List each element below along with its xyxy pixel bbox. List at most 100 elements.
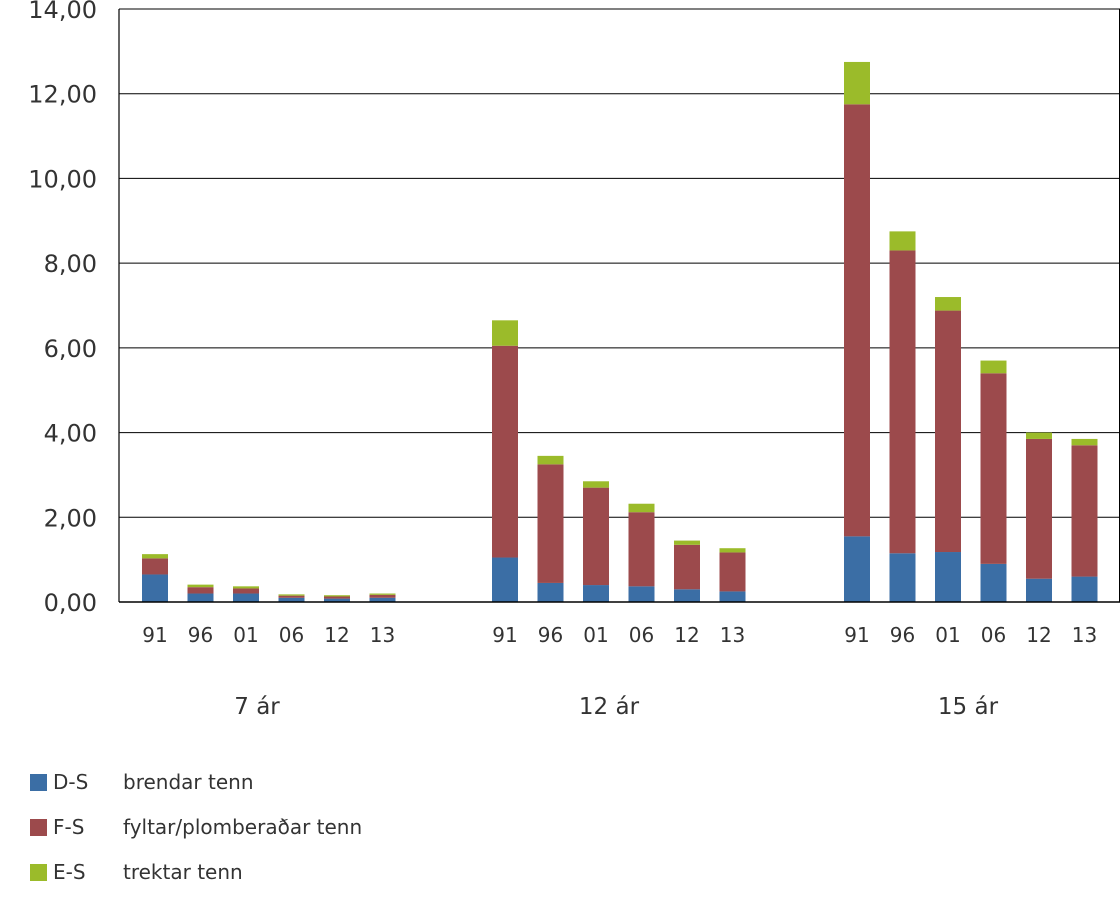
bar-segment-f-s xyxy=(233,588,259,594)
bar-segment-e-s xyxy=(674,540,700,545)
y-tick-label: 6,00 xyxy=(44,335,97,363)
legend-item: E-S trektar tenn xyxy=(30,860,730,884)
bar-segment-e-s xyxy=(628,503,655,513)
bar-segment-f-s xyxy=(369,594,396,598)
bar-segment-d-s xyxy=(278,597,305,602)
bar-segment-f-s xyxy=(889,250,916,554)
bar-segment-f-s xyxy=(324,596,350,599)
x-tick-label: 96 xyxy=(188,623,213,647)
bar-segment-f-s xyxy=(187,587,214,594)
bar-segment-d-s xyxy=(889,553,916,602)
x-tick-label: 06 xyxy=(279,623,304,647)
bar-segment-e-s xyxy=(844,61,870,105)
bar-segment-e-s xyxy=(369,593,396,595)
bars xyxy=(142,61,1098,602)
bar-segment-d-s xyxy=(537,582,564,602)
x-tick-label: 13 xyxy=(370,623,395,647)
bar-segment-d-s xyxy=(1026,578,1052,602)
gridlines xyxy=(119,8,1120,518)
bar-segment-d-s xyxy=(142,574,168,602)
y-tick-label: 2,00 xyxy=(44,504,97,532)
bar-segment-e-s xyxy=(278,594,305,596)
bar-segment-f-s xyxy=(980,373,1007,564)
y-tick-label: 0,00 xyxy=(44,589,97,617)
x-tick-label: 12 xyxy=(324,623,349,647)
bar-segment-d-s xyxy=(1071,576,1098,602)
axis-labels: 0,00 2,00 4,00 6,00 8,00 10,00 12,00 14,00 91 96 0… xyxy=(28,0,1097,720)
x-tick-label: 13 xyxy=(720,623,745,647)
legend-item: F-S fyltar/plomberaðar tenn xyxy=(30,815,730,839)
bar-segment-d-s xyxy=(844,536,870,602)
bar-segment-e-s xyxy=(1071,438,1098,446)
bar-segment-f-s xyxy=(278,595,305,598)
legend-swatch xyxy=(30,773,47,791)
bar-segment-d-s xyxy=(324,598,350,602)
legend-item: D-S brendar tenn xyxy=(30,770,730,794)
bar-segment-f-s xyxy=(1071,445,1098,577)
bar-segment-e-s xyxy=(492,320,518,346)
x-tick-label: 06 xyxy=(629,623,654,647)
legend-code: F-S xyxy=(53,815,85,839)
bar-segment-e-s xyxy=(719,548,746,553)
y-tick-label: 4,00 xyxy=(44,420,97,448)
bar-segment-e-s xyxy=(1026,432,1052,439)
x-tick-label: 13 xyxy=(1072,623,1097,647)
axes xyxy=(118,8,1120,603)
bar-segment-f-s xyxy=(674,544,700,590)
y-tick-label: 8,00 xyxy=(44,250,97,278)
bar-segment-d-s xyxy=(719,591,746,602)
bar-segment-e-s xyxy=(142,554,168,559)
x-tick-label: 96 xyxy=(890,623,915,647)
x-tick-label: 12 xyxy=(1026,623,1051,647)
bar-segment-d-s xyxy=(492,557,518,602)
bar-segment-e-s xyxy=(980,360,1007,374)
bar-segment-d-s xyxy=(369,597,396,602)
bar-segment-f-s xyxy=(537,464,564,583)
legend-code: E-S xyxy=(53,860,86,884)
bar-segment-f-s xyxy=(844,104,870,537)
bar-segment-f-s xyxy=(628,512,655,587)
bar-segment-f-s xyxy=(583,487,609,586)
bar-segment-d-s xyxy=(980,563,1007,602)
bar-segment-f-s xyxy=(142,558,168,575)
y-tick-label: 10,00 xyxy=(28,165,97,193)
legend-code: D-S xyxy=(53,770,89,794)
x-tick-label: 06 xyxy=(981,623,1006,647)
legend-swatch xyxy=(30,863,47,881)
bar-segment-e-s xyxy=(537,455,564,465)
group-label: 15 ár xyxy=(938,694,999,720)
group-label: 7 ár xyxy=(234,694,280,720)
bar-segment-e-s xyxy=(889,231,916,251)
bar-segment-e-s xyxy=(583,481,609,488)
x-tick-label: 01 xyxy=(935,623,960,647)
bar-segment-e-s xyxy=(324,595,350,597)
bar-segment-d-s xyxy=(674,589,700,602)
bar-segment-d-s xyxy=(628,586,655,602)
bar-segment-f-s xyxy=(1026,438,1052,579)
x-tick-label: 01 xyxy=(583,623,608,647)
y-tick-label: 12,00 xyxy=(28,81,97,109)
bar-segment-e-s xyxy=(233,586,259,589)
bar-segment-e-s xyxy=(187,584,214,588)
x-tick-label: 12 xyxy=(674,623,699,647)
legend: D-S brendar tenn F-S fyltar/plomberaðar ten… xyxy=(30,770,730,905)
x-tick-label: 01 xyxy=(233,623,258,647)
x-tick-label: 91 xyxy=(844,623,869,647)
bar-segment-f-s xyxy=(935,310,961,553)
bar-segment-f-s xyxy=(492,345,518,558)
bar-segment-d-s xyxy=(187,593,214,602)
legend-description: fyltar/plomberaðar tenn xyxy=(123,815,363,839)
legend-description: brendar tenn xyxy=(123,770,254,794)
legend-swatch xyxy=(30,818,47,836)
group-label: 12 ár xyxy=(579,694,640,720)
bar-segment-d-s xyxy=(583,585,609,602)
bar-segment-f-s xyxy=(719,552,746,592)
bar-segment-d-s xyxy=(935,552,961,602)
y-tick-label: 14,00 xyxy=(28,0,97,24)
x-tick-label: 91 xyxy=(492,623,517,647)
bar-segment-e-s xyxy=(935,297,961,311)
bar-segment-d-s xyxy=(233,593,259,602)
legend-description: trektar tenn xyxy=(123,860,243,884)
x-tick-label: 96 xyxy=(538,623,563,647)
